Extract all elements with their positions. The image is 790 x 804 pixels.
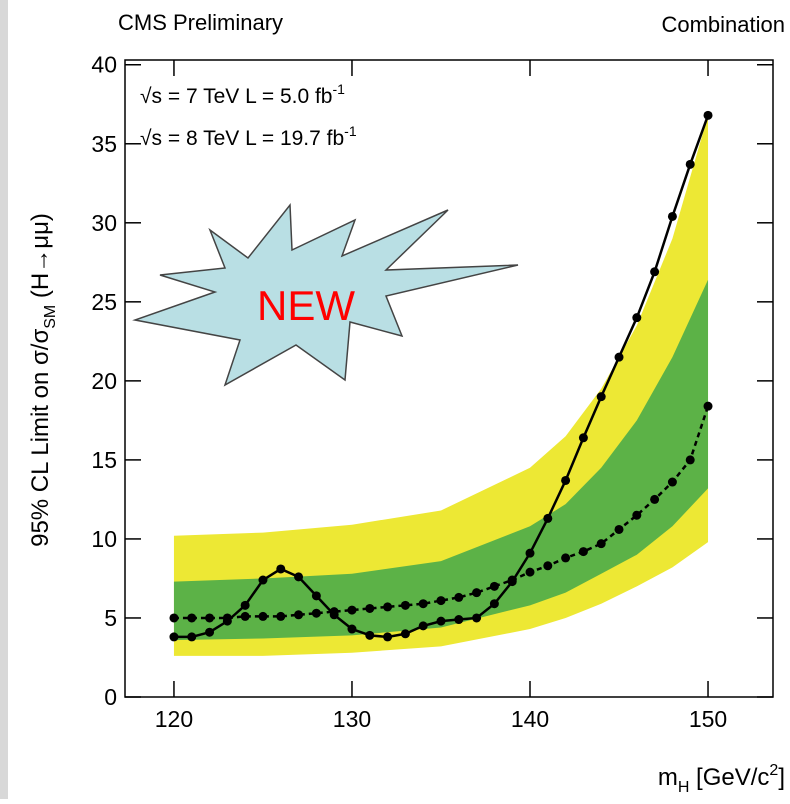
data-point — [240, 600, 250, 610]
y-label-sub: SM — [42, 305, 59, 329]
data-point — [561, 475, 571, 485]
data-point — [472, 588, 482, 598]
y-label-tail: (H→μμ) — [27, 213, 54, 305]
data-point — [632, 510, 642, 520]
x-label-sub: H — [678, 779, 690, 796]
data-point — [578, 547, 588, 557]
annotation: √s = 7 TeV L = 5.0 fb-1 — [140, 81, 345, 108]
x-label-sup: 2 — [769, 762, 778, 779]
y-axis-label: 95% CL Limit on σ/σSM (H→μμ) — [27, 213, 59, 547]
page-edge — [0, 0, 8, 799]
data-point — [454, 592, 464, 602]
y-tick-label: 30 — [91, 210, 117, 236]
data-point — [650, 494, 660, 504]
data-point — [596, 392, 606, 402]
data-point — [596, 539, 606, 549]
data-point — [472, 613, 482, 623]
data-point — [418, 599, 428, 609]
plot-area — [169, 110, 713, 656]
data-point — [187, 632, 197, 642]
data-point — [276, 611, 286, 621]
data-point — [703, 110, 713, 120]
annotation-text: √s = 8 TeV L = 19.7 fb — [140, 127, 344, 150]
y-tick-label: 15 — [91, 447, 117, 473]
data-point — [383, 602, 393, 612]
y-tick-label: 40 — [91, 52, 117, 78]
data-point — [561, 553, 571, 563]
data-point — [205, 613, 215, 623]
x-label-tail: ] — [778, 764, 785, 791]
data-point — [614, 352, 624, 362]
data-point — [276, 564, 286, 574]
data-point — [685, 455, 695, 465]
data-point — [294, 610, 304, 620]
data-point — [365, 603, 375, 613]
data-point — [578, 433, 588, 443]
data-point — [222, 616, 232, 626]
data-point — [685, 159, 695, 169]
data-point — [205, 627, 215, 637]
data-point — [543, 561, 553, 571]
data-point — [400, 629, 410, 639]
data-point — [169, 632, 179, 642]
data-point — [650, 267, 660, 277]
data-point — [418, 621, 428, 631]
x-tick-label: 120 — [155, 706, 193, 732]
data-point — [489, 599, 499, 609]
y-tick-label: 35 — [91, 131, 117, 157]
data-point — [169, 613, 179, 623]
x-tick-label: 150 — [689, 706, 727, 732]
plot-frame — [124, 59, 774, 698]
y-tick-label: 10 — [91, 526, 117, 552]
data-point — [454, 615, 464, 625]
x-tick-label: 140 — [511, 706, 549, 732]
data-point — [507, 577, 517, 587]
data-point — [703, 401, 713, 411]
data-point — [258, 611, 268, 621]
band — [173, 279, 709, 641]
badge-text: NEW — [257, 282, 355, 329]
y-label-main: 95% CL Limit on σ/σ — [27, 329, 54, 547]
data-point — [632, 313, 642, 323]
data-point — [667, 477, 677, 487]
data-point — [489, 581, 499, 591]
starburst — [132, 202, 519, 387]
data-point — [258, 575, 268, 585]
data-point — [329, 610, 339, 620]
data-point — [400, 600, 410, 610]
data-point — [311, 591, 321, 601]
y-tick-label: 5 — [104, 605, 117, 631]
data-point — [294, 572, 304, 582]
data-point — [347, 605, 357, 615]
chart-subtitle: Combination — [661, 12, 785, 37]
y-tick-label: 20 — [91, 368, 117, 394]
data-point — [240, 611, 250, 621]
data-point — [436, 596, 446, 606]
data-point — [383, 632, 393, 642]
x-tick-label: 130 — [333, 706, 371, 732]
x-axis-label: mH [GeV/c2] — [658, 762, 785, 796]
annotation-sup: -1 — [344, 123, 357, 139]
data-point — [667, 211, 677, 221]
data-point — [614, 524, 624, 534]
annotation-text: √s = 7 TeV L = 5.0 fb — [140, 85, 333, 108]
annotation-sup: -1 — [333, 81, 346, 97]
data-point — [525, 548, 535, 558]
chart-title: CMS Preliminary — [118, 10, 283, 35]
data-point — [347, 624, 357, 634]
data-point — [525, 567, 535, 577]
y-tick-label: 0 — [104, 684, 117, 710]
x-label-mid: [GeV/c — [689, 764, 769, 791]
data-point — [311, 608, 321, 618]
data-point — [543, 513, 553, 523]
data-point — [187, 613, 197, 623]
data-point — [436, 616, 446, 626]
y-tick-label: 25 — [91, 289, 117, 315]
x-label-main: m — [658, 764, 678, 791]
data-point — [365, 630, 375, 640]
annotation: √s = 8 TeV L = 19.7 fb-1 — [140, 123, 357, 150]
